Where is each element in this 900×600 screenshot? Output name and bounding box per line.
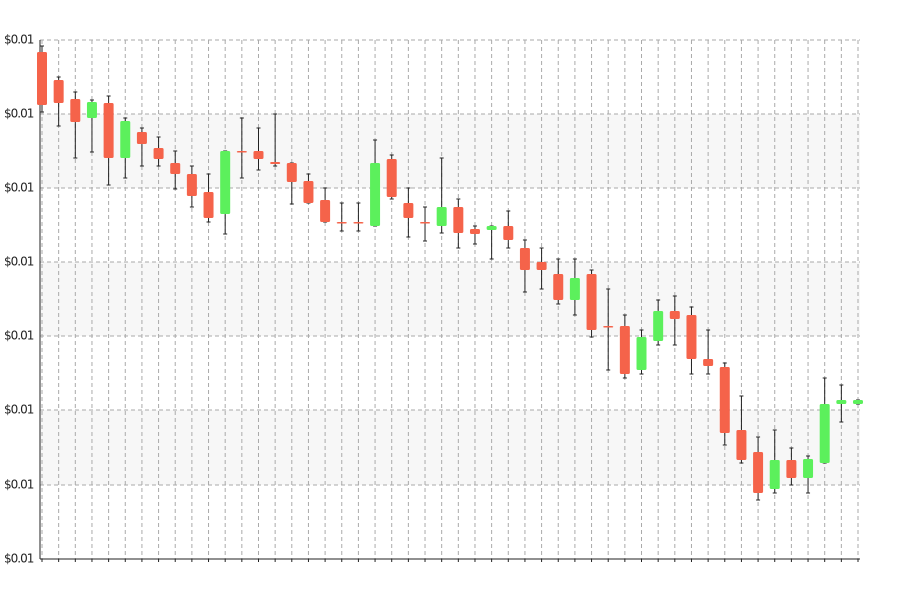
- candle-body: [436, 207, 447, 226]
- candle-body: [153, 148, 164, 159]
- candle-body: [386, 159, 397, 197]
- candle-body: [37, 52, 47, 105]
- candle-body: [320, 200, 331, 222]
- candle-body: [536, 262, 547, 270]
- y-tick-label: $0.01: [4, 552, 34, 566]
- y-tick-label: $0.01: [4, 478, 34, 492]
- candle-body: [170, 163, 181, 174]
- candle-body: [236, 151, 247, 153]
- candle-body: [253, 151, 264, 159]
- candle-body: [853, 400, 863, 404]
- candle-body: [686, 315, 697, 359]
- candle-body: [286, 163, 297, 182]
- candle-body: [486, 226, 497, 230]
- candle-body: [553, 274, 564, 300]
- candle-body: [53, 80, 64, 103]
- candle-body: [719, 367, 730, 433]
- y-tick-label: $0.01: [4, 107, 34, 121]
- candle-body: [270, 162, 281, 164]
- candle-body: [403, 203, 414, 218]
- candle-body: [120, 121, 131, 158]
- candle-body: [769, 460, 780, 489]
- candle-body: [86, 102, 97, 118]
- candle-body: [203, 192, 214, 218]
- candle-body: [603, 326, 614, 328]
- candle-body: [819, 404, 830, 463]
- candle-body: [636, 337, 647, 370]
- y-tick-label: $0.01: [4, 33, 34, 47]
- candle-body: [469, 229, 480, 234]
- candle-body: [370, 163, 381, 226]
- candle-body: [619, 326, 630, 374]
- candle-body: [186, 174, 197, 196]
- candle-body: [136, 132, 147, 144]
- candle-body: [336, 222, 347, 224]
- band: [40, 262, 860, 336]
- y-tick-label: $0.01: [4, 329, 34, 343]
- candle-body: [569, 278, 580, 300]
- y-tick-label: $0.01: [4, 181, 34, 195]
- candle-body: [303, 181, 314, 203]
- candle-body: [103, 103, 114, 158]
- candle-body: [420, 222, 431, 224]
- candle-body: [586, 274, 597, 330]
- y-tick-label: $0.01: [4, 255, 34, 269]
- candle-body: [786, 460, 797, 478]
- candle-body: [519, 248, 530, 270]
- candle-body: [220, 151, 231, 214]
- candle-body: [736, 430, 747, 460]
- candle-body: [836, 400, 847, 404]
- candle-body: [453, 207, 464, 233]
- candle-body: [70, 99, 81, 122]
- candle-body: [353, 222, 364, 224]
- candle-body: [703, 359, 714, 366]
- candle-body: [753, 452, 764, 493]
- candle-body: [503, 226, 514, 240]
- candle-body: [803, 459, 814, 478]
- candle-body: [669, 311, 680, 319]
- y-tick-label: $0.01: [4, 403, 34, 417]
- candle-body: [653, 311, 664, 341]
